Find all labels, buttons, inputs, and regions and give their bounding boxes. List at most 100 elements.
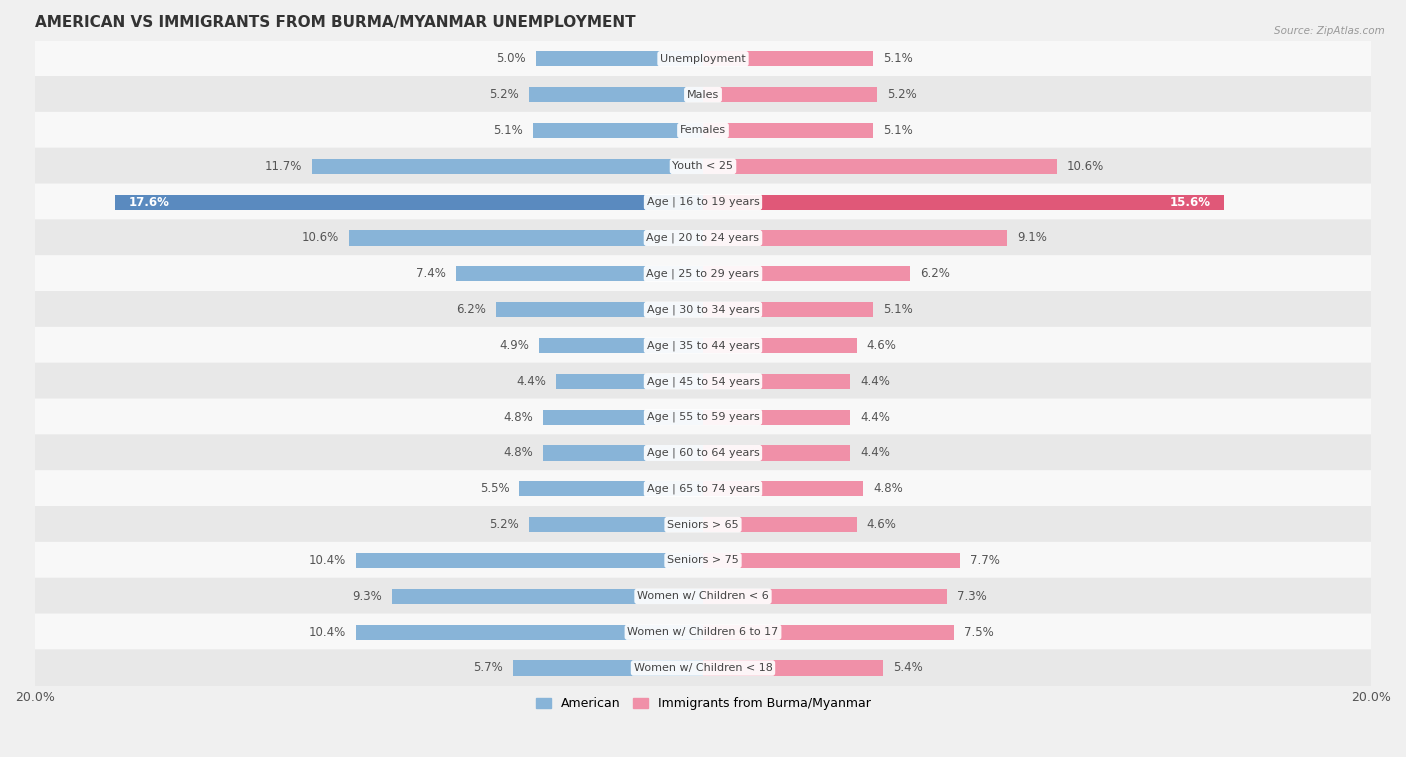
Text: Age | 45 to 54 years: Age | 45 to 54 years [647, 376, 759, 387]
FancyBboxPatch shape [34, 398, 1372, 436]
Bar [703, 625, 953, 640]
FancyBboxPatch shape [34, 291, 1372, 329]
Bar [356, 625, 703, 640]
Bar [703, 302, 873, 317]
Text: Source: ZipAtlas.com: Source: ZipAtlas.com [1274, 26, 1385, 36]
Text: 4.8%: 4.8% [503, 410, 533, 424]
Bar [703, 123, 873, 138]
Text: 5.1%: 5.1% [494, 124, 523, 137]
Bar [703, 445, 851, 460]
Bar [703, 374, 851, 389]
Text: 7.5%: 7.5% [963, 625, 993, 639]
Bar [529, 517, 703, 532]
Text: 7.3%: 7.3% [957, 590, 987, 603]
Bar [543, 445, 703, 460]
Text: 11.7%: 11.7% [264, 160, 302, 173]
Text: 5.0%: 5.0% [496, 52, 526, 65]
Bar [703, 266, 910, 282]
Bar [703, 230, 1007, 245]
Text: Age | 60 to 64 years: Age | 60 to 64 years [647, 447, 759, 458]
FancyBboxPatch shape [34, 183, 1372, 221]
Text: 4.4%: 4.4% [860, 447, 890, 459]
Text: 5.2%: 5.2% [887, 88, 917, 101]
Bar [703, 338, 856, 353]
Text: 5.2%: 5.2% [489, 518, 519, 531]
Text: Age | 30 to 34 years: Age | 30 to 34 years [647, 304, 759, 315]
Bar [513, 660, 703, 675]
Text: 4.4%: 4.4% [516, 375, 546, 388]
FancyBboxPatch shape [34, 435, 1372, 472]
Text: 5.1%: 5.1% [883, 303, 912, 316]
Bar [703, 410, 851, 425]
Bar [496, 302, 703, 317]
Text: 10.6%: 10.6% [302, 232, 339, 245]
Bar [703, 481, 863, 497]
Text: 4.9%: 4.9% [499, 339, 529, 352]
FancyBboxPatch shape [34, 255, 1372, 292]
Text: Women w/ Children < 6: Women w/ Children < 6 [637, 591, 769, 601]
FancyBboxPatch shape [34, 40, 1372, 77]
Text: 5.1%: 5.1% [883, 124, 912, 137]
Text: 10.4%: 10.4% [308, 625, 346, 639]
Text: Women w/ Children < 18: Women w/ Children < 18 [634, 663, 772, 673]
Text: 7.4%: 7.4% [416, 267, 446, 280]
Text: Unemployment: Unemployment [661, 54, 745, 64]
Bar [533, 123, 703, 138]
Text: Age | 65 to 74 years: Age | 65 to 74 years [647, 484, 759, 494]
Bar [519, 481, 703, 497]
Text: 5.5%: 5.5% [479, 482, 509, 495]
Bar [115, 195, 703, 210]
Text: 7.7%: 7.7% [970, 554, 1000, 567]
Text: 5.7%: 5.7% [472, 662, 502, 674]
Bar [540, 338, 703, 353]
Bar [703, 51, 873, 67]
Bar [703, 87, 877, 102]
Text: 17.6%: 17.6% [128, 195, 169, 209]
FancyBboxPatch shape [34, 112, 1372, 149]
Bar [312, 159, 703, 174]
Bar [529, 87, 703, 102]
Bar [356, 553, 703, 568]
Text: 5.2%: 5.2% [489, 88, 519, 101]
Text: Age | 35 to 44 years: Age | 35 to 44 years [647, 340, 759, 350]
Text: 5.1%: 5.1% [883, 52, 912, 65]
Bar [703, 553, 960, 568]
Text: Females: Females [681, 126, 725, 136]
Text: 4.8%: 4.8% [503, 447, 533, 459]
Text: 4.4%: 4.4% [860, 410, 890, 424]
Text: 9.3%: 9.3% [353, 590, 382, 603]
Text: Seniors > 65: Seniors > 65 [668, 519, 738, 530]
Text: 15.6%: 15.6% [1170, 195, 1211, 209]
Text: 4.6%: 4.6% [866, 518, 897, 531]
Bar [392, 589, 703, 604]
FancyBboxPatch shape [34, 542, 1372, 579]
Bar [703, 660, 883, 675]
FancyBboxPatch shape [34, 470, 1372, 507]
Bar [703, 589, 946, 604]
Text: 10.4%: 10.4% [308, 554, 346, 567]
Legend: American, Immigrants from Burma/Myanmar: American, Immigrants from Burma/Myanmar [530, 692, 876, 715]
Text: 6.2%: 6.2% [920, 267, 950, 280]
Text: 9.1%: 9.1% [1017, 232, 1047, 245]
Text: 5.4%: 5.4% [893, 662, 924, 674]
FancyBboxPatch shape [34, 220, 1372, 257]
Text: 4.6%: 4.6% [866, 339, 897, 352]
FancyBboxPatch shape [34, 327, 1372, 364]
Text: 10.6%: 10.6% [1067, 160, 1104, 173]
FancyBboxPatch shape [34, 363, 1372, 400]
Text: Youth < 25: Youth < 25 [672, 161, 734, 171]
Bar [536, 51, 703, 67]
Text: 6.2%: 6.2% [456, 303, 486, 316]
Text: Age | 20 to 24 years: Age | 20 to 24 years [647, 232, 759, 243]
Text: Seniors > 75: Seniors > 75 [666, 556, 740, 565]
Bar [703, 195, 1225, 210]
FancyBboxPatch shape [34, 76, 1372, 114]
Text: Women w/ Children 6 to 17: Women w/ Children 6 to 17 [627, 627, 779, 637]
FancyBboxPatch shape [34, 578, 1372, 615]
Text: Age | 55 to 59 years: Age | 55 to 59 years [647, 412, 759, 422]
FancyBboxPatch shape [34, 506, 1372, 544]
Bar [543, 410, 703, 425]
Text: Age | 16 to 19 years: Age | 16 to 19 years [647, 197, 759, 207]
FancyBboxPatch shape [34, 148, 1372, 185]
Bar [555, 374, 703, 389]
